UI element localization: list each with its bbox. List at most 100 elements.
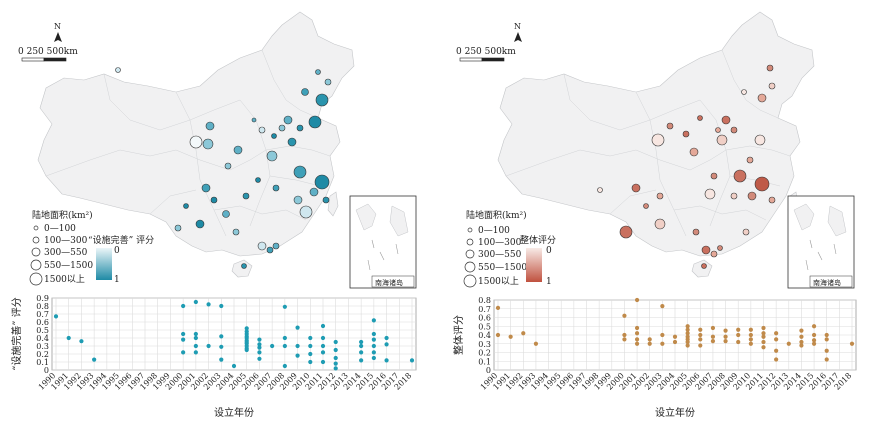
data-point — [257, 356, 262, 361]
y-tick-label: 0.2 — [36, 350, 49, 359]
north-arrow-right: N — [514, 22, 522, 42]
y-tick-label: 0.5 — [36, 326, 49, 335]
data-point — [371, 355, 376, 361]
y-tick-label: 0.8 — [36, 302, 49, 311]
china-outline-left — [37, 11, 355, 257]
legend-class-2-right: 100—300 — [478, 238, 522, 248]
inset-label-right: 南海诸岛 — [813, 278, 841, 287]
data-point — [723, 328, 728, 333]
data-point — [761, 345, 766, 350]
data-point — [193, 335, 198, 341]
data-point — [193, 331, 198, 337]
y-tick-label: 0.6 — [478, 314, 491, 323]
data-point — [786, 341, 791, 346]
y-axis-label-right: 整体评分 — [452, 315, 465, 355]
data-point — [698, 327, 703, 332]
hainan-left — [231, 259, 253, 278]
y-tick-label: 0.7 — [478, 305, 491, 314]
data-point — [824, 337, 829, 342]
data-point — [660, 304, 665, 309]
data-point — [320, 343, 326, 349]
hainan-right — [691, 259, 713, 278]
data-point — [193, 350, 198, 355]
data-point — [634, 331, 640, 336]
y-tick-label: 0.9 — [36, 294, 49, 303]
data-point — [244, 347, 249, 353]
left-map: N 0 250 500km 南海诸岛 陆地面积(km²) 0—100 100—3… — [18, 11, 417, 289]
data-point — [748, 332, 753, 338]
data-point — [193, 299, 198, 305]
data-point — [359, 339, 364, 345]
data-point — [53, 314, 59, 319]
data-point — [698, 343, 703, 348]
data-point — [622, 313, 627, 318]
data-point — [181, 337, 186, 342]
data-point — [206, 302, 211, 307]
data-point — [647, 341, 652, 346]
data-point — [219, 303, 224, 309]
y-tick-label: 0 — [44, 366, 49, 375]
y-tick-label: 0.1 — [36, 358, 49, 367]
data-point — [736, 332, 741, 338]
data-point — [774, 348, 779, 353]
legend-area-title-right: 陆地面积(km²) — [466, 209, 527, 221]
legend-score-min-left: 0 — [114, 246, 120, 256]
data-point — [811, 324, 817, 329]
inset-label-left: 南海诸岛 — [375, 278, 403, 287]
y-tick-label: 0.5 — [478, 322, 491, 331]
province-lines-left — [45, 49, 331, 237]
data-point — [66, 335, 71, 341]
right-map: N 0 250 500km 南海诸岛 陆地面积(km²) 0—100 100—3… — [456, 11, 855, 289]
data-point — [320, 359, 326, 365]
scale-bar-right: 0 250 500km — [456, 47, 516, 62]
data-point — [308, 351, 313, 357]
legend-class-3-right: 300—550 — [478, 250, 522, 260]
data-point — [723, 339, 728, 344]
data-point — [660, 341, 665, 346]
data-point — [710, 339, 716, 344]
data-point — [748, 327, 753, 332]
taiwan-left — [327, 191, 339, 217]
data-point — [295, 353, 300, 358]
data-point — [333, 355, 338, 361]
data-point — [849, 341, 855, 346]
data-point — [748, 337, 753, 342]
data-point — [799, 343, 804, 348]
legend-class-4-right: 550—1500 — [478, 263, 527, 273]
legend-class-5-right: 1500以上 — [478, 276, 519, 287]
y-tick-label: 0 — [486, 366, 491, 375]
data-point — [92, 357, 97, 362]
data-point — [181, 303, 186, 309]
legend-class-3-left: 300—550 — [44, 248, 88, 258]
data-point — [308, 335, 313, 341]
data-point — [206, 343, 211, 349]
legend-score-title-right: 整体评分 — [520, 234, 556, 246]
scale-label-left: 0 250 500km — [18, 47, 78, 57]
legend-score-title-left: “设施完善” 评分 — [88, 234, 154, 246]
data-point — [647, 337, 652, 342]
y-tick-label: 0.6 — [36, 318, 49, 327]
inset-right: 南海诸岛 — [787, 195, 855, 289]
data-point — [333, 347, 338, 353]
north-label-left: N — [54, 22, 61, 31]
data-point — [761, 334, 766, 339]
data-point — [811, 338, 817, 343]
data-point — [495, 332, 501, 338]
data-point — [685, 324, 690, 329]
data-point — [257, 337, 262, 342]
data-point — [622, 337, 627, 342]
data-point — [371, 337, 376, 342]
data-point — [774, 337, 779, 342]
data-point — [193, 343, 198, 349]
legend-score-max-right: 1 — [546, 277, 552, 287]
data-point — [359, 343, 364, 349]
data-point — [371, 318, 376, 323]
zones-right — [597, 64, 776, 269]
china-outline-right — [497, 11, 815, 257]
data-point — [685, 343, 690, 348]
y-tick-label: 0.4 — [36, 334, 49, 343]
data-point — [231, 363, 237, 369]
y-tick-label: 0.7 — [36, 310, 49, 319]
data-point — [774, 357, 779, 362]
data-point — [384, 358, 389, 363]
